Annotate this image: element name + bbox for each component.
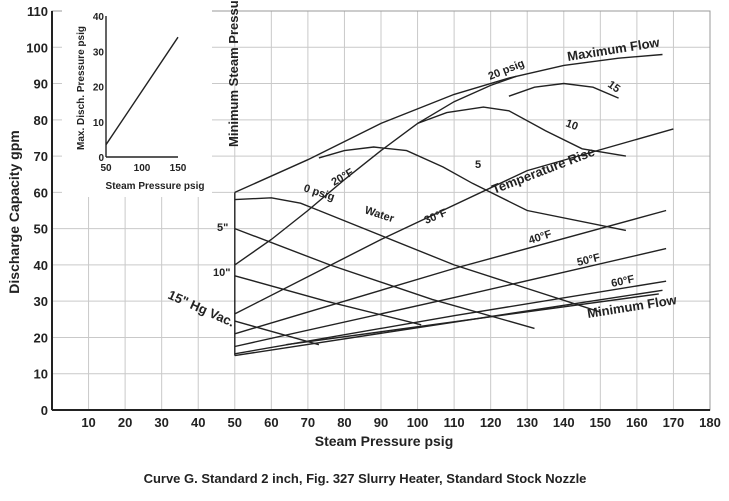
y-tick-label: 60 — [34, 185, 48, 200]
x-tick-label: 130 — [516, 415, 538, 430]
y-tick-label: 70 — [34, 149, 48, 164]
curve-40-f — [234, 247, 667, 348]
x-tick-label: 20 — [118, 415, 132, 430]
inset-series-line — [105, 36, 179, 146]
inset-axes — [62, 9, 212, 197]
x-tick-label: 70 — [301, 415, 315, 430]
label-10-hg: 10" — [213, 267, 230, 279]
curve-30-f — [234, 209, 667, 335]
inset-chart: 0 10 20 30 40 50 100 150 Max. Disch. Pressure … — [62, 9, 212, 197]
inset-y-tick-label: 0 — [98, 153, 104, 164]
x-tick-label: 170 — [663, 415, 685, 430]
curve-15 — [508, 82, 619, 99]
x-tick-label: 40 — [191, 415, 205, 430]
label-30f: 30°F — [423, 207, 449, 227]
x-tick-label: 150 — [589, 415, 611, 430]
curve-5 — [318, 146, 627, 232]
curve-0-psig — [234, 197, 320, 212]
curve-15-hg-vac — [234, 320, 320, 346]
x-tick-label: 30 — [154, 415, 168, 430]
y-tick-label: 40 — [34, 258, 48, 273]
label-15-hg-vac: 15" Hg Vac. — [166, 287, 237, 330]
inset-y-axis-title: Max. Disch. Pressure psig — [76, 26, 87, 150]
curve-20-f — [234, 128, 674, 315]
y-tick-label: 10 — [34, 367, 48, 382]
axes-frame — [51, 10, 711, 411]
curve-water — [318, 209, 601, 313]
y-tick-label: 30 — [34, 294, 48, 309]
x-tick-label: 180 — [699, 415, 721, 430]
x-tick-label: 10 — [81, 415, 95, 430]
x-tick-label: 90 — [374, 415, 388, 430]
x-tick-label: 50 — [228, 415, 242, 430]
x-tick-label: 110 — [444, 415, 465, 430]
inset-x-tick-label: 150 — [170, 163, 187, 174]
y-tick-label: 80 — [34, 113, 48, 128]
inset-y-tick-label: 20 — [93, 83, 105, 94]
curve-10 — [234, 275, 422, 326]
y-axis-title: Discharge Capacity gpm — [6, 130, 22, 293]
inset-y-tick-label: 10 — [93, 118, 105, 129]
inset-y-tick-label: 30 — [93, 47, 105, 58]
x-tick-label: 120 — [480, 415, 502, 430]
y-tick-label: 50 — [34, 222, 48, 237]
y-tick-label: 100 — [26, 40, 48, 55]
x-tick-label: 160 — [626, 415, 648, 430]
label-5-hg: 5" — [217, 222, 228, 234]
label-60f: 60°F — [610, 273, 636, 290]
y-tick-label: 110 — [27, 4, 48, 19]
chart-caption: Curve G. Standard 2 inch, Fig. 327 Slurr… — [144, 471, 587, 486]
label-50f: 50°F — [576, 252, 602, 269]
y-tick-label: 90 — [34, 77, 48, 92]
inset-y-tick-label: 40 — [93, 12, 105, 23]
inset-y-tick-labels: 0 10 20 30 40 — [93, 12, 105, 164]
label-5-psig: 5 — [475, 159, 481, 171]
inset-x-axis-title: Steam Pressure psig — [106, 181, 205, 192]
inset-x-tick-labels: 50 100 150 — [100, 163, 186, 174]
label-temperature-rise: Temperature Rise — [490, 144, 597, 197]
y-tick-label: 0 — [41, 403, 48, 418]
x-axis-title: Steam Pressure psig — [315, 433, 454, 449]
y-tick-label: 20 — [34, 330, 48, 345]
curve-maximum-flow — [234, 53, 663, 194]
label-minimum-steam-pressure: Minimum Steam Pressure — [226, 0, 241, 147]
inset-background — [62, 9, 212, 197]
curve-60-f — [285, 293, 659, 346]
label-40f: 40°F — [527, 228, 553, 247]
inset-series — [105, 36, 179, 146]
label-20f: 20°F — [330, 166, 356, 188]
curve-20-psig — [234, 75, 517, 266]
label-water: Water — [363, 204, 396, 225]
label-15-psig: 15 — [605, 79, 622, 96]
x-tick-label: 60 — [264, 415, 278, 430]
series-lines — [234, 53, 674, 357]
label-10-psig: 10 — [564, 118, 580, 133]
inset-x-tick-label: 100 — [134, 163, 151, 174]
x-tick-label: 100 — [407, 415, 429, 430]
inset-x-tick-label: 50 — [100, 163, 112, 174]
curve-5 — [234, 227, 535, 330]
curve-10 — [417, 106, 627, 157]
x-tick-labels: 10 20 30 40 50 60 70 80 90 100 110 120 130 140 150 160 1… — [81, 415, 721, 430]
x-tick-label: 140 — [553, 415, 575, 430]
x-tick-label: 80 — [337, 415, 351, 430]
y-tick-labels: 0 10 20 30 40 50 60 70 80 90 100 110 — [26, 4, 48, 418]
